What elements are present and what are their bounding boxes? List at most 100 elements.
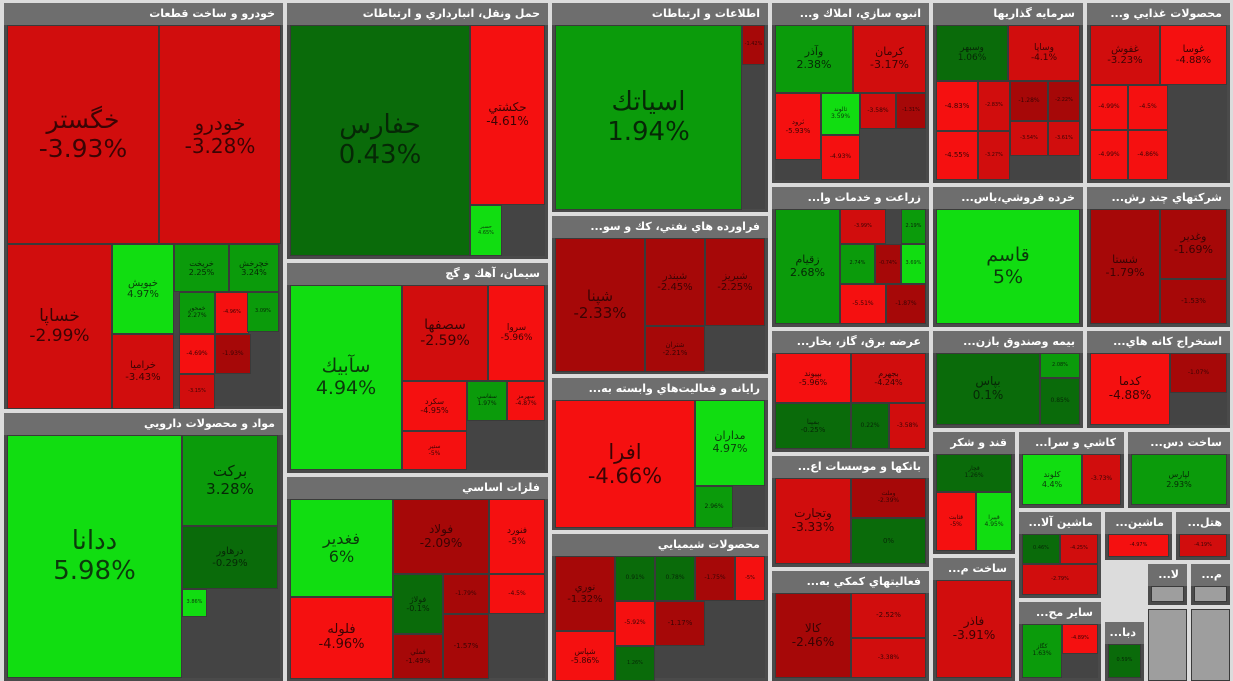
stock-tile[interactable]: 2.96%	[695, 486, 733, 528]
stock-tile[interactable]: -4.89%	[1062, 624, 1098, 654]
stock-tile[interactable]: -2.52%	[851, 593, 926, 638]
stock-tile[interactable]: -4.99%	[1090, 85, 1128, 130]
stock-tile[interactable]: فغدير 6%	[290, 499, 393, 597]
stock-tile[interactable]: 3.69%	[901, 244, 926, 284]
stock-tile[interactable]: برکت 3.28%	[182, 435, 278, 526]
stock-tile[interactable]: سفاسي 1.97%	[467, 381, 507, 421]
stock-tile[interactable]: درهاور -0.29%	[182, 526, 278, 589]
stock-tile[interactable]: خگستر -3.93%	[7, 25, 159, 244]
stock-tile[interactable]: سآبيك 4.94%	[290, 285, 402, 470]
sector-title[interactable]: بانكها و موسسات اع...	[772, 456, 929, 478]
stock-tile[interactable]: خریخت 2.25%	[174, 244, 229, 292]
stock-tile[interactable]: -4.5%	[1128, 85, 1168, 130]
stock-tile[interactable]: 1.26%	[615, 646, 655, 681]
stock-tile[interactable]: 0.78%	[655, 556, 695, 601]
stock-tile[interactable]: غفوش -3.23%	[1090, 25, 1160, 85]
stock-tile[interactable]: 3.09%	[247, 292, 279, 332]
stock-tile[interactable]: خچرخش 3.24%	[229, 244, 279, 292]
stock-tile[interactable]: -5.51%	[840, 284, 886, 324]
stock-tile[interactable]: فملي -1.49%	[393, 634, 443, 679]
stock-tile[interactable]: -1.79%	[443, 574, 489, 614]
stock-tile[interactable]: غوسا -4.88%	[1160, 25, 1227, 85]
stock-tile[interactable]: -4.97%	[1108, 534, 1169, 557]
stock-tile[interactable]: كرمان -3.17%	[853, 25, 926, 93]
stock-tile[interactable]: زقيام 2.68%	[775, 209, 840, 324]
sector-title[interactable]: هتل...	[1176, 512, 1230, 534]
stock-tile[interactable]: -0.74%	[875, 244, 901, 284]
stock-tile[interactable]: -1.93%	[215, 334, 251, 374]
sector-title[interactable]: ساخت م...	[933, 558, 1015, 580]
stock-tile[interactable]: ثرود -5.93%	[775, 93, 821, 160]
stock-tile[interactable]: -3.15%	[179, 374, 215, 409]
stock-tile[interactable]: -4.83%	[936, 81, 978, 131]
stock-tile[interactable]: -2.79%	[1022, 564, 1098, 595]
sector-title[interactable]: كاشي و سرا...	[1019, 432, 1124, 454]
stock-tile[interactable]: -3.73%	[1082, 454, 1121, 505]
stock-tile[interactable]: فاذر -3.91%	[936, 580, 1012, 678]
stock-tile[interactable]: -4.93%	[821, 135, 860, 180]
sector-title[interactable]: مواد و محصولات دارويي	[4, 413, 283, 435]
sector-title[interactable]: شركتهاي چند رش...	[1087, 187, 1230, 209]
sector-title[interactable]: قند و شكر	[933, 432, 1015, 454]
stock-tile[interactable]: -3.38%	[851, 638, 926, 678]
stock-tile[interactable]: -4.86%	[1128, 130, 1168, 180]
stock-tile[interactable]: -4.69%	[179, 334, 215, 374]
stock-tile[interactable]: خساپا -2.99%	[7, 244, 112, 409]
stock-tile[interactable]: قچار 1.26%	[936, 454, 1012, 492]
stock-tile[interactable]: -1.31%	[896, 93, 926, 129]
stock-tile[interactable]: قپيرا 4.95%	[976, 492, 1012, 551]
sector-title[interactable]: فعاليتهاي كمكي به...	[772, 571, 929, 593]
stock-tile[interactable]: وساپا -4.1%	[1008, 25, 1080, 81]
stock-tile[interactable]: اسياتك 1.94%	[555, 25, 742, 210]
stock-tile[interactable]: -4.19%	[1179, 534, 1227, 557]
stock-tile[interactable]: ستير -5%	[402, 431, 467, 470]
sector-title[interactable]: اطلاعات و ارتباطات	[552, 3, 768, 25]
stock-tile[interactable]: -4.5%	[489, 574, 545, 614]
stock-tile[interactable]: 0.59%	[1108, 644, 1141, 678]
stock-tile[interactable]: افرا -4.66%	[555, 400, 695, 528]
stock-tile[interactable]: قثابت -5%	[936, 492, 976, 551]
stock-tile[interactable]: کدما -4.88%	[1090, 353, 1170, 425]
sector-title[interactable]: ماشين آلا...	[1019, 512, 1101, 534]
stock-tile[interactable]: وآذر 2.38%	[775, 25, 853, 93]
stock-tile[interactable]: -5%	[735, 556, 765, 601]
stock-tile[interactable]: 2.08%	[1040, 353, 1080, 378]
stock-tile[interactable]: -1.28%	[1010, 81, 1048, 121]
sector-title[interactable]: دبا...	[1105, 622, 1144, 644]
sector-title[interactable]: فراورده هاي نفتي، كك و سو...	[552, 216, 768, 238]
sector-title[interactable]: ماشين...	[1105, 512, 1172, 534]
stock-tile[interactable]: بپاس 0.1%	[936, 353, 1040, 425]
stock-tile[interactable]: 3.86%	[182, 589, 207, 617]
stock-tile[interactable]: 0.46%	[1022, 534, 1060, 564]
stock-tile[interactable]: سروا -5.96%	[488, 285, 545, 381]
stock-tile[interactable]: 0.91%	[615, 556, 655, 601]
stock-tile[interactable]: -2.22%	[1048, 81, 1080, 121]
stock-tile[interactable]: خمحور 2.27%	[179, 292, 215, 334]
sector-title[interactable]: محصولات غذايي و...	[1087, 3, 1230, 25]
sector-title[interactable]: خودرو و ساخت قطعات	[4, 3, 283, 25]
stock-tile[interactable]: -3.58%	[889, 403, 926, 449]
stock-tile[interactable]: فلوله -4.96%	[290, 597, 393, 679]
stock-tile[interactable]: -1.75%	[695, 556, 735, 601]
stock-tile[interactable]: فنورد -5%	[489, 499, 545, 574]
stock-tile[interactable]: حسير 4.65%	[470, 205, 502, 256]
sector-title[interactable]: ساخت دس...	[1128, 432, 1230, 454]
stock-tile[interactable]: 2.74%	[840, 244, 875, 284]
stock-tile[interactable]: وملت -2.39%	[851, 478, 926, 518]
stock-tile[interactable]: شتران -2.21%	[645, 326, 705, 372]
stock-tile[interactable]: -4.55%	[936, 131, 978, 180]
stock-tile[interactable]: ددانا 5.98%	[7, 435, 182, 678]
stock-tile[interactable]: -2.83%	[978, 81, 1010, 131]
stock-tile[interactable]: سصفها -2.59%	[402, 285, 488, 381]
stock-tile[interactable]: -3.99%	[840, 209, 886, 244]
stock-tile[interactable]: -1.53%	[1160, 279, 1227, 324]
stock-tile[interactable]: خودرو -3.28%	[159, 25, 281, 244]
stock-tile[interactable]: وتجارت -3.33%	[775, 478, 851, 564]
stock-tile[interactable]: -5.92%	[615, 601, 655, 646]
sector-title[interactable]: خرده فروشي،باس...	[933, 187, 1083, 209]
stock-tile[interactable]: لپارس 2.93%	[1131, 454, 1227, 505]
stock-tile[interactable]: فولاد -2.09%	[393, 499, 489, 574]
stock-tile[interactable]: -4.99%	[1090, 130, 1128, 180]
stock-tile[interactable]: شستا -1.79%	[1090, 209, 1160, 324]
sector-title[interactable]: بيمه وصندوق بازن...	[933, 331, 1083, 353]
